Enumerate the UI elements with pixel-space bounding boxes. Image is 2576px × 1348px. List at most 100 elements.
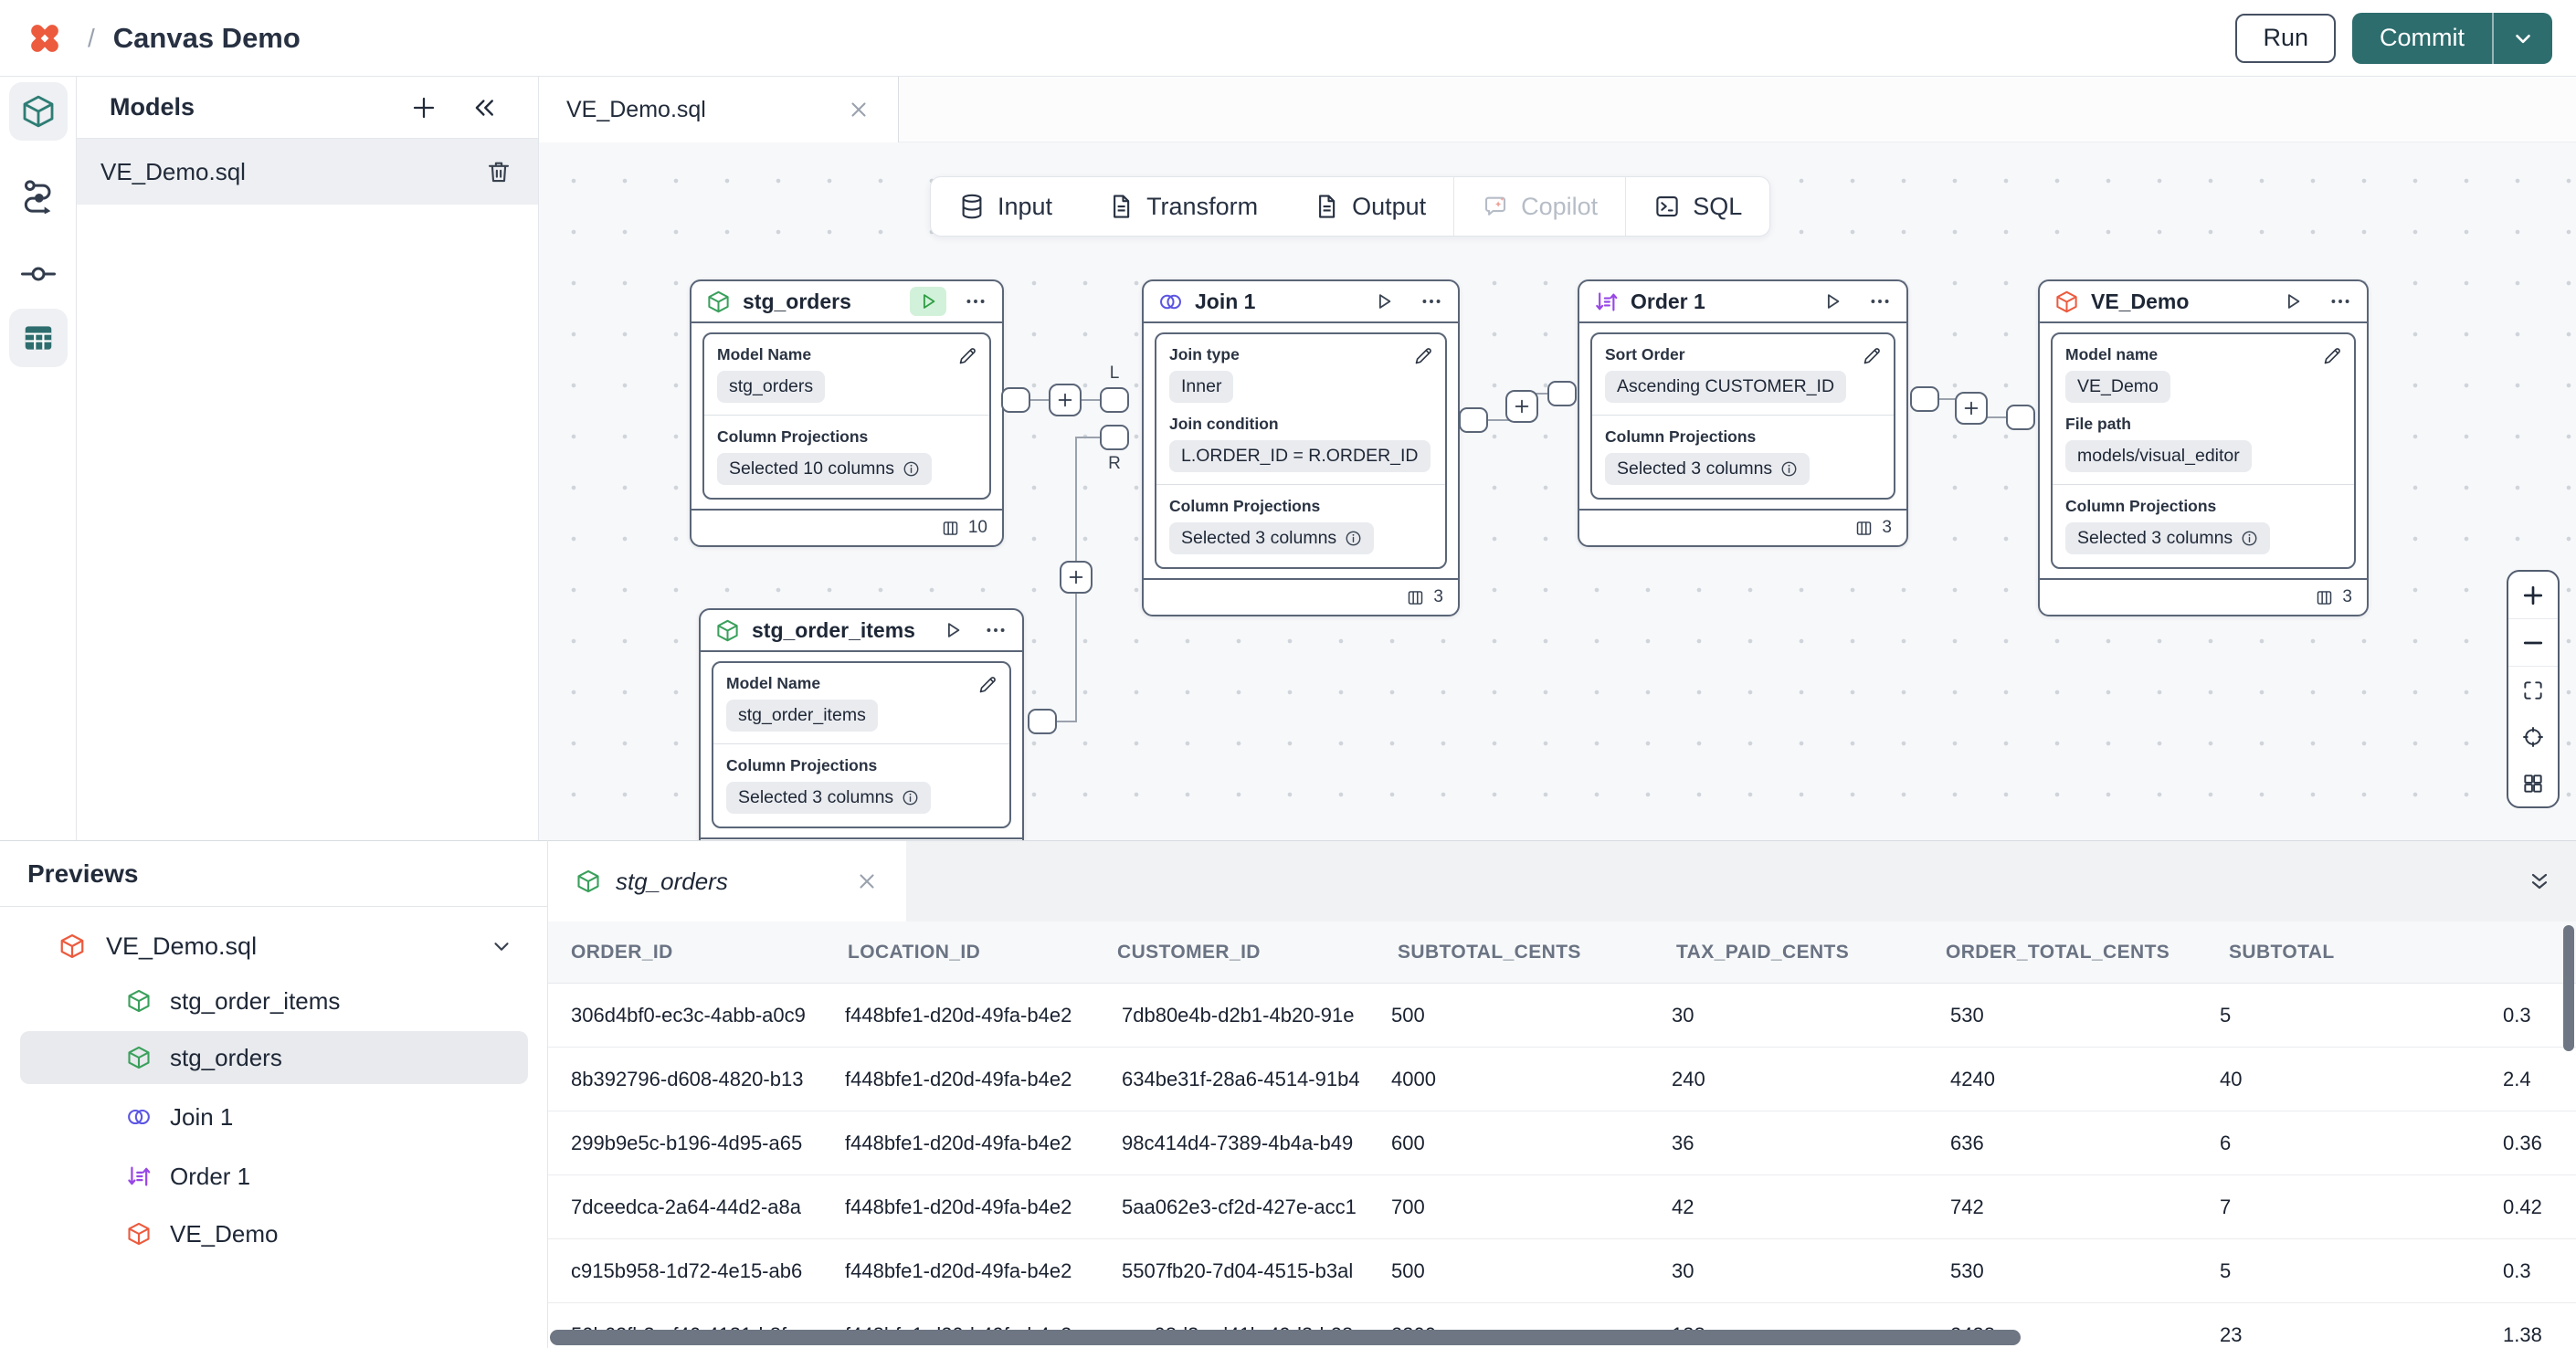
app-logo[interactable]	[24, 17, 66, 59]
pipeline-canvas[interactable]: Input Transform Output Copilot SQL	[539, 142, 2576, 840]
output-port[interactable]	[1028, 709, 1057, 734]
toolbar-sql-button[interactable]: SQL	[1626, 177, 1769, 236]
collapse-panel-icon[interactable]	[470, 94, 498, 121]
column-header[interactable]: TAX_PAID_CENTS	[1676, 941, 1850, 963]
layout-grid-button[interactable]	[2508, 760, 2558, 806]
table-row[interactable]: 8b392796-d608-4820-b13 f448bfe1-d20d-49f…	[548, 1048, 2576, 1111]
node-menu-icon[interactable]	[1868, 290, 1892, 313]
tree-item-stg-orders[interactable]: stg_orders	[0, 1031, 548, 1084]
node-join-1[interactable]: Join 1 Join type Inner Join condition	[1142, 279, 1460, 616]
column-header[interactable]: ORDER_TOTAL_CENTS	[1946, 941, 2170, 963]
column-header[interactable]: ORDER_ID	[571, 941, 673, 963]
close-preview-tab-icon[interactable]	[855, 869, 879, 893]
chevron-down-icon[interactable]	[2494, 13, 2552, 64]
column-header[interactable]: LOCATION_ID	[848, 941, 981, 963]
table-row[interactable]: 306d4bf0-ec3c-4abb-a0c9 f448bfe1-d20d-49…	[548, 984, 2576, 1048]
info-icon[interactable]	[1780, 460, 1798, 478]
add-node-button[interactable]	[1060, 561, 1093, 594]
field-value-pill[interactable]: Ascending CUSTOMER_ID	[1605, 371, 1847, 403]
field-value-pill[interactable]: L.ORDER_ID = R.ORDER_ID	[1169, 440, 1431, 472]
fit-view-button[interactable]	[2508, 667, 2558, 713]
center-target-button[interactable]	[2508, 713, 2558, 760]
tab-ve-demo-sql[interactable]: VE_Demo.sql	[539, 77, 899, 142]
node-menu-icon[interactable]	[964, 290, 987, 313]
commit-label[interactable]: Commit	[2380, 24, 2465, 51]
edit-icon[interactable]	[1861, 345, 1883, 367]
info-icon[interactable]	[1345, 530, 1362, 547]
preview-tab-stg-orders[interactable]: stg_orders	[548, 841, 906, 921]
run-node-icon[interactable]	[1814, 287, 1851, 316]
run-node-icon[interactable]	[2275, 287, 2311, 316]
column-header[interactable]: SUBTOTAL_CENTS	[1398, 941, 1581, 963]
tree-item-join-1[interactable]: Join 1	[0, 1090, 548, 1143]
trash-icon[interactable]	[485, 158, 512, 185]
input-port-right[interactable]	[1100, 425, 1129, 450]
field-value-pill[interactable]: Selected 3 columns	[1169, 522, 1375, 554]
table-row[interactable]: 299b9e5c-b196-4d95-a65 f448bfe1-d20d-49f…	[548, 1111, 2576, 1175]
field-value-pill[interactable]: Inner	[1169, 371, 1234, 403]
field-value-pill[interactable]: stg_order_items	[726, 700, 878, 732]
node-stg-orders[interactable]: stg_orders Model Name stg_orders Co	[690, 279, 1004, 547]
close-tab-icon[interactable]	[847, 98, 871, 121]
output-port[interactable]	[1001, 387, 1030, 413]
table-row[interactable]: c915b958-1d72-4e15-ab6 f448bfe1-d20d-49f…	[548, 1239, 2576, 1303]
field-value-pill[interactable]: Selected 3 columns	[1605, 453, 1811, 485]
tree-item-ve-demo-sql[interactable]: VE_Demo.sql	[0, 920, 548, 973]
toolbar-input-button[interactable]: Input	[931, 177, 1080, 236]
output-port[interactable]	[1910, 386, 1939, 412]
node-menu-icon[interactable]	[1420, 290, 1443, 313]
field-value-pill[interactable]: VE_Demo	[2065, 371, 2170, 403]
node-order-1[interactable]: Order 1 Sort Order Ascending CUSTOMER_ID	[1578, 279, 1908, 547]
edit-icon[interactable]	[977, 674, 998, 696]
input-port[interactable]	[1547, 381, 1577, 406]
field-value-pill[interactable]: Selected 3 columns	[726, 782, 932, 814]
tree-item-order-1[interactable]: Order 1	[0, 1150, 548, 1203]
sidebar-item-pipeline[interactable]	[9, 166, 68, 225]
edit-icon[interactable]	[1412, 345, 1434, 367]
edit-icon[interactable]	[956, 345, 978, 367]
tree-item-stg-order-items[interactable]: stg_order_items	[0, 974, 548, 1027]
column-header[interactable]: CUSTOMER_ID	[1117, 941, 1261, 963]
run-node-icon[interactable]	[939, 616, 966, 645]
info-icon[interactable]	[903, 460, 920, 478]
node-menu-icon[interactable]	[2328, 290, 2352, 313]
input-port[interactable]	[2006, 405, 2035, 430]
add-node-button[interactable]	[1955, 392, 1988, 425]
edit-icon[interactable]	[2321, 345, 2343, 367]
field-value-pill[interactable]: models/visual_editor	[2065, 440, 2252, 472]
column-header[interactable]: SUBTOTAL	[2229, 941, 2335, 963]
output-port[interactable]	[1459, 407, 1488, 433]
commit-button[interactable]: Commit	[2352, 12, 2552, 64]
horizontal-scrollbar[interactable]	[550, 1330, 2021, 1345]
collapse-previews-icon[interactable]	[2527, 869, 2552, 894]
zoom-out-button[interactable]	[2508, 619, 2558, 666]
sidebar-item-models[interactable]	[9, 82, 68, 141]
input-port-left[interactable]	[1100, 387, 1129, 413]
add-model-icon[interactable]	[410, 94, 438, 121]
node-footer: 3	[1579, 509, 1906, 545]
run-button[interactable]: Run	[2235, 13, 2336, 63]
sidebar-item-commits[interactable]	[9, 245, 68, 303]
node-ve-demo[interactable]: VE_Demo Model name VE_Demo File path	[2038, 279, 2369, 616]
add-node-button[interactable]	[1049, 384, 1082, 416]
run-node-icon[interactable]	[1366, 287, 1402, 316]
model-list-item[interactable]: VE_Demo.sql	[77, 139, 538, 205]
toolbar-copilot-button[interactable]: Copilot	[1454, 177, 1625, 236]
node-stg-order-items[interactable]: stg_order_items Model Name stg_order_ite…	[699, 608, 1024, 840]
zoom-in-button[interactable]	[2508, 572, 2558, 618]
field-value-pill[interactable]: Selected 10 columns	[717, 453, 933, 485]
chevron-down-icon[interactable]	[490, 934, 513, 958]
tree-item-ve-demo[interactable]: VE_Demo	[0, 1207, 548, 1260]
toolbar-transform-button[interactable]: Transform	[1080, 177, 1285, 236]
toolbar-output-button[interactable]: Output	[1285, 177, 1453, 236]
field-value-pill[interactable]: stg_orders	[717, 371, 826, 403]
sidebar-item-tables[interactable]	[9, 309, 68, 367]
info-icon[interactable]	[2241, 530, 2258, 547]
node-menu-icon[interactable]	[984, 618, 1008, 642]
add-node-button[interactable]	[1505, 390, 1538, 423]
field-value-pill[interactable]: Selected 3 columns	[2065, 522, 2271, 554]
table-row[interactable]: 7dceedca-2a64-44d2-a8a f448bfe1-d20d-49f…	[548, 1175, 2576, 1239]
info-icon[interactable]	[902, 789, 919, 806]
vertical-scrollbar[interactable]	[2563, 925, 2574, 1051]
run-node-icon[interactable]	[910, 287, 946, 316]
